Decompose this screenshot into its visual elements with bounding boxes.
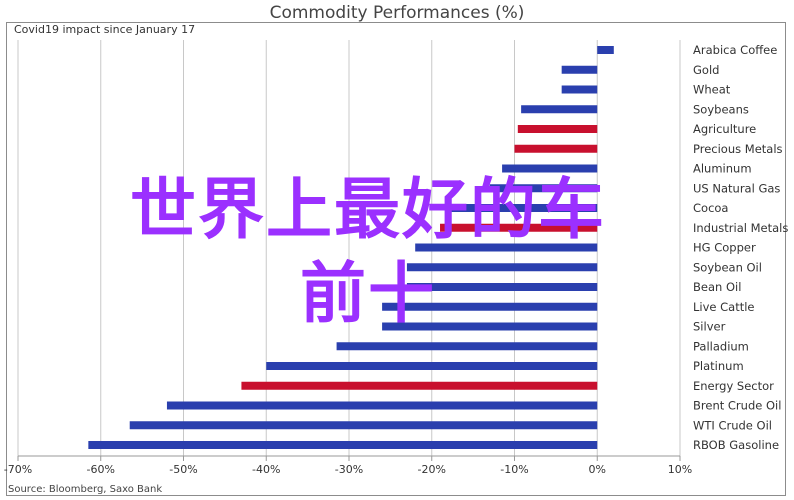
category-label: Brent Crude Oil <box>693 399 781 413</box>
bars <box>88 46 614 449</box>
category-label: Energy Sector <box>693 379 774 393</box>
bar-platinum <box>266 362 598 370</box>
bar-wheat <box>561 85 598 94</box>
chart-frame <box>6 22 786 496</box>
category-label: Palladium <box>693 339 749 353</box>
category-label: Soybeans <box>693 102 749 116</box>
category-label: US Natural Gas <box>693 181 780 195</box>
x-tick-label: -70% <box>4 463 32 476</box>
bar-arabica-coffee <box>597 46 614 54</box>
category-label: Gold <box>693 63 719 77</box>
category-label: Arabica Coffee <box>693 43 777 57</box>
x-tick-label: -20% <box>418 463 446 476</box>
x-tick-label: -50% <box>169 463 197 476</box>
category-label: Agriculture <box>693 122 756 136</box>
chart-title: Commodity Performances (%) <box>269 3 525 23</box>
x-tick-label: 0% <box>589 463 606 476</box>
bar-live-cattle <box>382 302 598 311</box>
bar-industrial-metals <box>440 223 598 232</box>
category-label: HG Copper <box>693 241 756 255</box>
category-label: Industrial Metals <box>693 221 788 235</box>
chart-subtitle: Covid19 impact since January 17 <box>14 23 196 36</box>
x-tick-label: -10% <box>500 463 528 476</box>
x-tick-label: -40% <box>252 463 280 476</box>
category-label: Soybean Oil <box>693 260 762 274</box>
category-label: Silver <box>693 320 726 334</box>
category-label: RBOB Gasoline <box>693 438 779 452</box>
bar-energy-sector <box>241 381 598 390</box>
bar-palladium <box>336 342 598 351</box>
category-label: Precious Metals <box>693 142 783 156</box>
overlay-line-2: 前十 <box>300 255 436 332</box>
bar-cocoa <box>448 204 598 212</box>
watermark-overlay-text: 世界上最好的车 前十 <box>18 168 718 336</box>
x-tick-label: -60% <box>87 463 115 476</box>
category-label: Live Cattle <box>693 300 755 314</box>
overlay-line-1: 世界上最好的车 <box>130 171 606 248</box>
bar-aluminum <box>502 164 598 173</box>
category-label: Bean Oil <box>693 280 741 294</box>
bar-precious-metals <box>514 144 598 153</box>
bar-bean-oil <box>406 283 598 291</box>
bar-wti-crude-oil <box>129 421 598 430</box>
x-tick-label: -30% <box>335 463 363 476</box>
x-tick-label: 10% <box>668 463 692 476</box>
category-label: Wheat <box>693 83 731 97</box>
bar-hg-copper <box>415 243 598 252</box>
x-axis: -70% -60% -50% -40% -30% -20% -10% 0% 10% <box>4 455 692 476</box>
bar-brent-crude-oil <box>166 401 598 410</box>
bar-gold <box>561 65 598 74</box>
bar-us-natural-gas <box>489 184 598 193</box>
category-label: Platinum <box>693 359 744 373</box>
bar-soybean-oil <box>406 263 598 272</box>
bar-silver <box>382 322 598 331</box>
chart-source: Source: Bloomberg, Saxo Bank <box>8 484 163 495</box>
category-labels: Arabica Coffee Gold Wheat Soybeans Agricultu… <box>693 43 788 452</box>
category-label: Aluminum <box>693 162 752 176</box>
category-label: Cocoa <box>693 201 728 215</box>
bar-rbob-gasoline <box>88 441 598 449</box>
bar-agriculture <box>517 125 598 133</box>
bar-soybeans <box>521 105 598 114</box>
category-label: WTI Crude Oil <box>693 418 772 432</box>
